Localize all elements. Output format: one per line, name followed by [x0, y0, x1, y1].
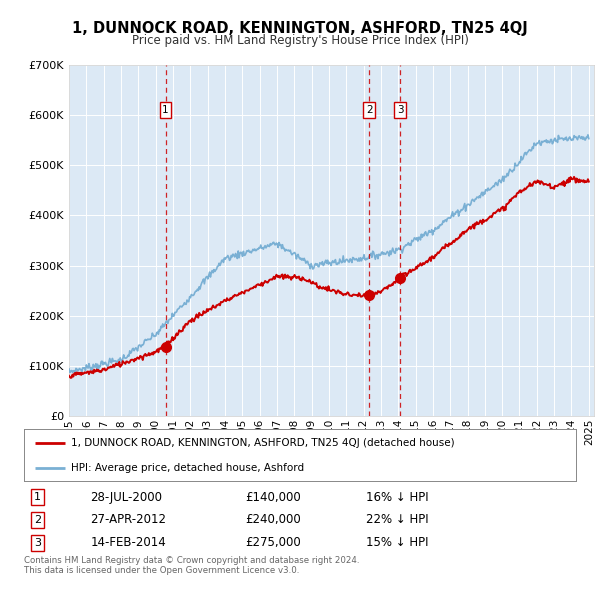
Text: 15% ↓ HPI: 15% ↓ HPI [366, 536, 429, 549]
Text: 1, DUNNOCK ROAD, KENNINGTON, ASHFORD, TN25 4QJ (detached house): 1, DUNNOCK ROAD, KENNINGTON, ASHFORD, TN… [71, 438, 455, 448]
Text: 2: 2 [366, 105, 373, 115]
Text: 22% ↓ HPI: 22% ↓ HPI [366, 513, 429, 526]
Text: £240,000: £240,000 [245, 513, 301, 526]
Text: £140,000: £140,000 [245, 491, 301, 504]
Text: £275,000: £275,000 [245, 536, 301, 549]
Text: 16% ↓ HPI: 16% ↓ HPI [366, 491, 429, 504]
Text: 3: 3 [34, 538, 41, 548]
Text: Contains HM Land Registry data © Crown copyright and database right 2024.
This d: Contains HM Land Registry data © Crown c… [24, 556, 359, 575]
Text: HPI: Average price, detached house, Ashford: HPI: Average price, detached house, Ashf… [71, 463, 304, 473]
Text: 28-JUL-2000: 28-JUL-2000 [90, 491, 162, 504]
Text: 3: 3 [397, 105, 404, 115]
Text: 2: 2 [34, 514, 41, 525]
Text: 14-FEB-2014: 14-FEB-2014 [90, 536, 166, 549]
Text: Price paid vs. HM Land Registry's House Price Index (HPI): Price paid vs. HM Land Registry's House … [131, 34, 469, 47]
Text: 1, DUNNOCK ROAD, KENNINGTON, ASHFORD, TN25 4QJ: 1, DUNNOCK ROAD, KENNINGTON, ASHFORD, TN… [72, 21, 528, 35]
Text: 1: 1 [34, 493, 41, 502]
Text: 27-APR-2012: 27-APR-2012 [90, 513, 166, 526]
Text: 1: 1 [162, 105, 169, 115]
